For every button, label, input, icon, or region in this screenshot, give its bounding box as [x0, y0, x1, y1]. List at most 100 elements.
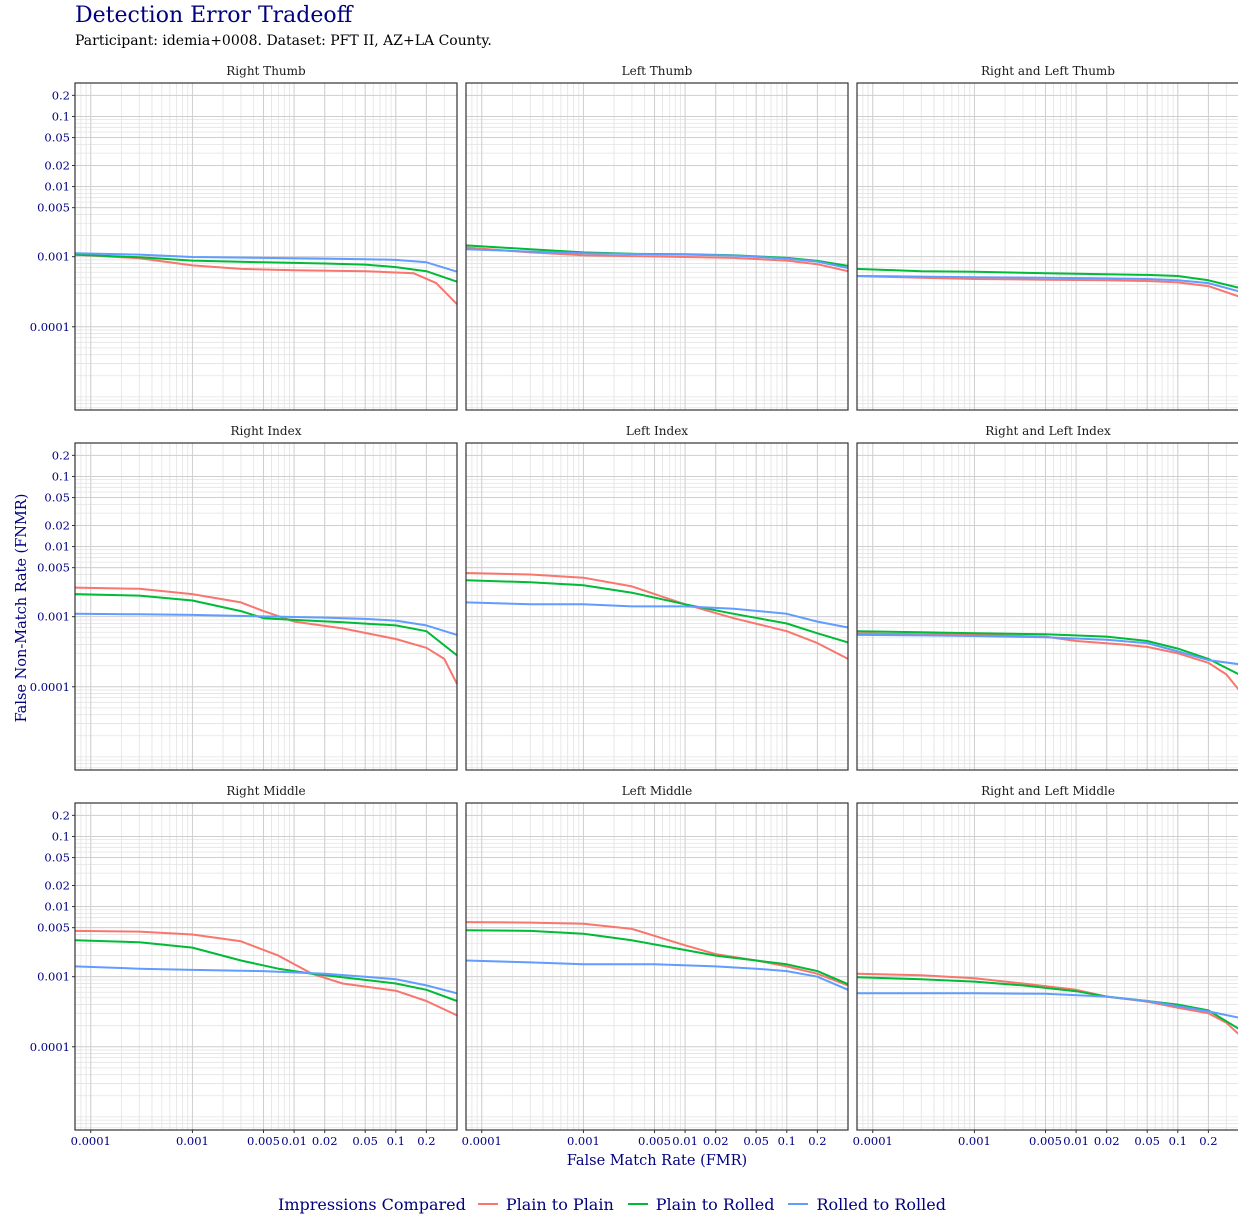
chart-subtitle: Participant: idemia+0008. Dataset: PFT I… [75, 33, 492, 49]
y-tick-label: 0.2 [52, 448, 70, 462]
x-tick-label: 0.05 [743, 1134, 769, 1148]
panel-border [465, 82, 849, 411]
x-tick-label: 0.1 [387, 1134, 405, 1148]
panel-title-right-and-left-thumb: Right and Left Thumb [981, 64, 1115, 78]
series-line-right-middle-plain-to-plain [74, 929, 458, 1017]
panel-border [856, 442, 1238, 771]
series-line-right-and-left-thumb-plain-to-rolled [856, 267, 1238, 289]
chart-area: Right Thumb0.20.10.050.020.010.0050.0010… [14, 64, 1238, 1169]
y-tick-label: 0.1 [52, 829, 70, 843]
series-line-left-index-plain-to-rolled [465, 579, 849, 644]
panel-border [856, 802, 1238, 1131]
y-tick-label: 0.01 [44, 180, 70, 194]
series-line-right-and-left-index-plain-to-rolled [856, 630, 1238, 676]
legend-key-rolled-to-rolled [788, 1203, 809, 1205]
y-tick-label: 0.1 [52, 109, 70, 123]
panel-title-right-middle: Right Middle [226, 784, 305, 798]
series-line-right-thumb-rolled-to-rolled [74, 252, 458, 273]
y-tick-label: 0.005 [37, 921, 70, 935]
y-tick-label: 0.001 [37, 610, 70, 624]
series-line-left-middle-rolled-to-rolled [465, 959, 849, 991]
series-line-right-index-plain-to-rolled [74, 593, 458, 657]
x-tick-label: 0.02 [312, 1134, 338, 1148]
x-tick-label: 0.1 [1169, 1134, 1187, 1148]
y-tick-label: 0.0001 [30, 680, 70, 694]
panel-border [465, 802, 849, 1131]
legend-label-plain-to-rolled: Plain to Rolled [655, 1194, 775, 1214]
x-tick-label: 0.0001 [71, 1134, 111, 1148]
legend: Impressions Compared Plain to Plain Plai… [0, 1193, 1238, 1215]
chart-title: Detection Error Tradeoff [75, 3, 353, 28]
y-tick-label: 0.01 [44, 540, 70, 554]
x-tick-label: 0.05 [1134, 1134, 1160, 1148]
panel-title-left-middle: Left Middle [622, 784, 693, 798]
series-line-right-and-left-middle-plain-to-rolled [856, 976, 1238, 1030]
series-line-right-and-left-thumb-rolled-to-rolled [856, 275, 1238, 293]
series-line-left-thumb-plain-to-plain [465, 246, 849, 273]
x-tick-label: 0.001 [176, 1134, 209, 1148]
x-tick-label: 0.2 [1199, 1134, 1217, 1148]
legend-item-plain-to-rolled: Plain to Rolled [627, 1194, 775, 1214]
x-tick-label: 0.005 [638, 1134, 671, 1148]
panel-title-right-index: Right Index [231, 424, 302, 438]
panel-border [74, 442, 458, 771]
y-tick-label: 0.01 [44, 900, 70, 914]
y-tick-label: 0.2 [52, 808, 70, 822]
panel-border [856, 82, 1238, 411]
series-line-left-middle-plain-to-rolled [465, 929, 849, 986]
legend-key-plain-to-plain [477, 1203, 498, 1205]
series-line-right-index-rolled-to-rolled [74, 612, 458, 636]
legend-key-plain-to-rolled [627, 1203, 648, 1205]
panel-title-right-and-left-index: Right and Left Index [985, 424, 1111, 438]
panel-title-right-and-left-middle: Right and Left Middle [981, 784, 1115, 798]
x-tick-label: 0.01 [1063, 1134, 1089, 1148]
legend-label-plain-to-plain: Plain to Plain [505, 1194, 614, 1214]
series-line-right-middle-plain-to-rolled [74, 939, 458, 1002]
y-tick-label: 0.05 [44, 491, 70, 505]
series-line-left-middle-plain-to-plain [465, 921, 849, 987]
x-tick-label: 0.0001 [462, 1134, 502, 1148]
y-tick-label: 0.001 [37, 970, 70, 984]
legend-item-rolled-to-rolled: Rolled to Rolled [788, 1194, 946, 1214]
x-tick-label: 0.005 [1029, 1134, 1062, 1148]
legend-title: Impressions Compared [278, 1194, 466, 1214]
series-line-left-thumb-rolled-to-rolled [465, 248, 849, 269]
y-tick-label: 0.05 [44, 851, 70, 865]
panel-title-right-thumb: Right Thumb [226, 64, 306, 78]
panel-title-left-thumb: Left Thumb [622, 64, 693, 78]
panel-title-left-index: Left Index [626, 424, 688, 438]
x-tick-label: 0.001 [958, 1134, 991, 1148]
series-line-right-and-left-index-rolled-to-rolled [856, 633, 1238, 666]
x-tick-label: 0.2 [808, 1134, 826, 1148]
x-tick-label: 0.1 [778, 1134, 796, 1148]
x-tick-label: 0.01 [281, 1134, 307, 1148]
series-line-right-thumb-plain-to-plain [74, 253, 458, 305]
x-tick-label: 0.005 [247, 1134, 280, 1148]
legend-item-plain-to-plain: Plain to Plain [477, 1194, 614, 1214]
x-tick-label: 0.001 [567, 1134, 600, 1148]
y-tick-label: 0.0001 [30, 1040, 70, 1054]
y-tick-label: 0.005 [37, 201, 70, 215]
series-line-right-index-plain-to-plain [74, 586, 458, 685]
x-tick-label: 0.02 [703, 1134, 729, 1148]
series-line-right-middle-rolled-to-rolled [74, 965, 458, 995]
series-line-right-thumb-plain-to-rolled [74, 253, 458, 283]
series-line-right-and-left-index-plain-to-plain [856, 632, 1238, 691]
series-line-right-and-left-middle-rolled-to-rolled [857, 992, 1238, 1019]
y-tick-label: 0.05 [44, 131, 70, 145]
panel-border [74, 82, 458, 411]
series-line-right-and-left-thumb-plain-to-plain [856, 275, 1238, 298]
y-tick-label: 0.2 [52, 88, 70, 102]
y-tick-label: 0.001 [37, 250, 70, 264]
x-axis-label: False Match Rate (FMR) [567, 1153, 747, 1169]
panel-border [74, 802, 458, 1131]
legend-label-rolled-to-rolled: Rolled to Rolled [816, 1194, 946, 1214]
y-tick-label: 0.02 [44, 878, 70, 892]
x-tick-label: 0.01 [672, 1134, 698, 1148]
panel-border [465, 442, 849, 771]
series-line-left-index-rolled-to-rolled [465, 601, 849, 629]
y-tick-label: 0.005 [37, 561, 70, 575]
x-tick-label: 0.05 [352, 1134, 378, 1148]
y-axis-label: False Non-Match Rate (FNMR) [14, 494, 30, 723]
x-tick-label: 0.0001 [853, 1134, 893, 1148]
